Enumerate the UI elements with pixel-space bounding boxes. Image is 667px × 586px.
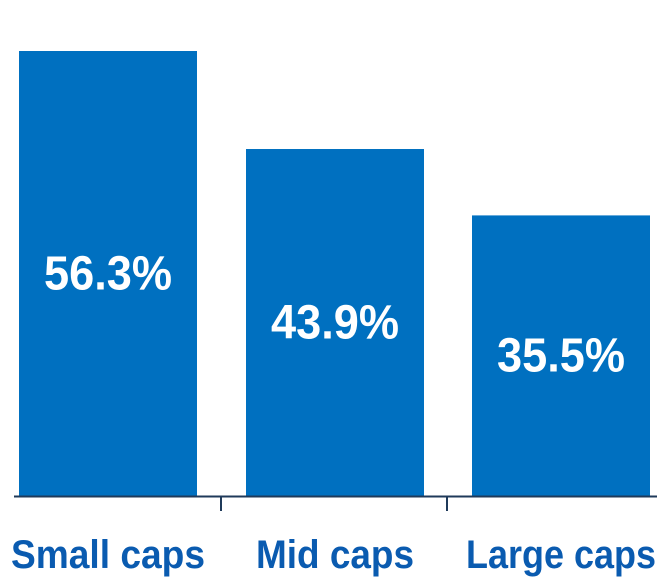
value-label-small-caps: 56.3% [44,248,172,301]
category-label-mid-caps: Mid caps [256,533,414,577]
bars-group [19,51,650,496]
category-labels-group: Small caps Mid caps Large caps [11,533,656,577]
value-label-mid-caps: 43.9% [271,297,399,350]
value-labels-group: 56.3% 43.9% 35.5% [44,248,625,383]
bar-small-caps [19,51,197,496]
x-axis-ticks [220,496,448,511]
bar-mid-caps [246,149,424,496]
bar-large-caps [472,215,650,496]
value-label-large-caps: 35.5% [497,330,625,383]
category-label-small-caps: Small caps [11,533,205,577]
category-label-large-caps: Large caps [466,533,656,577]
